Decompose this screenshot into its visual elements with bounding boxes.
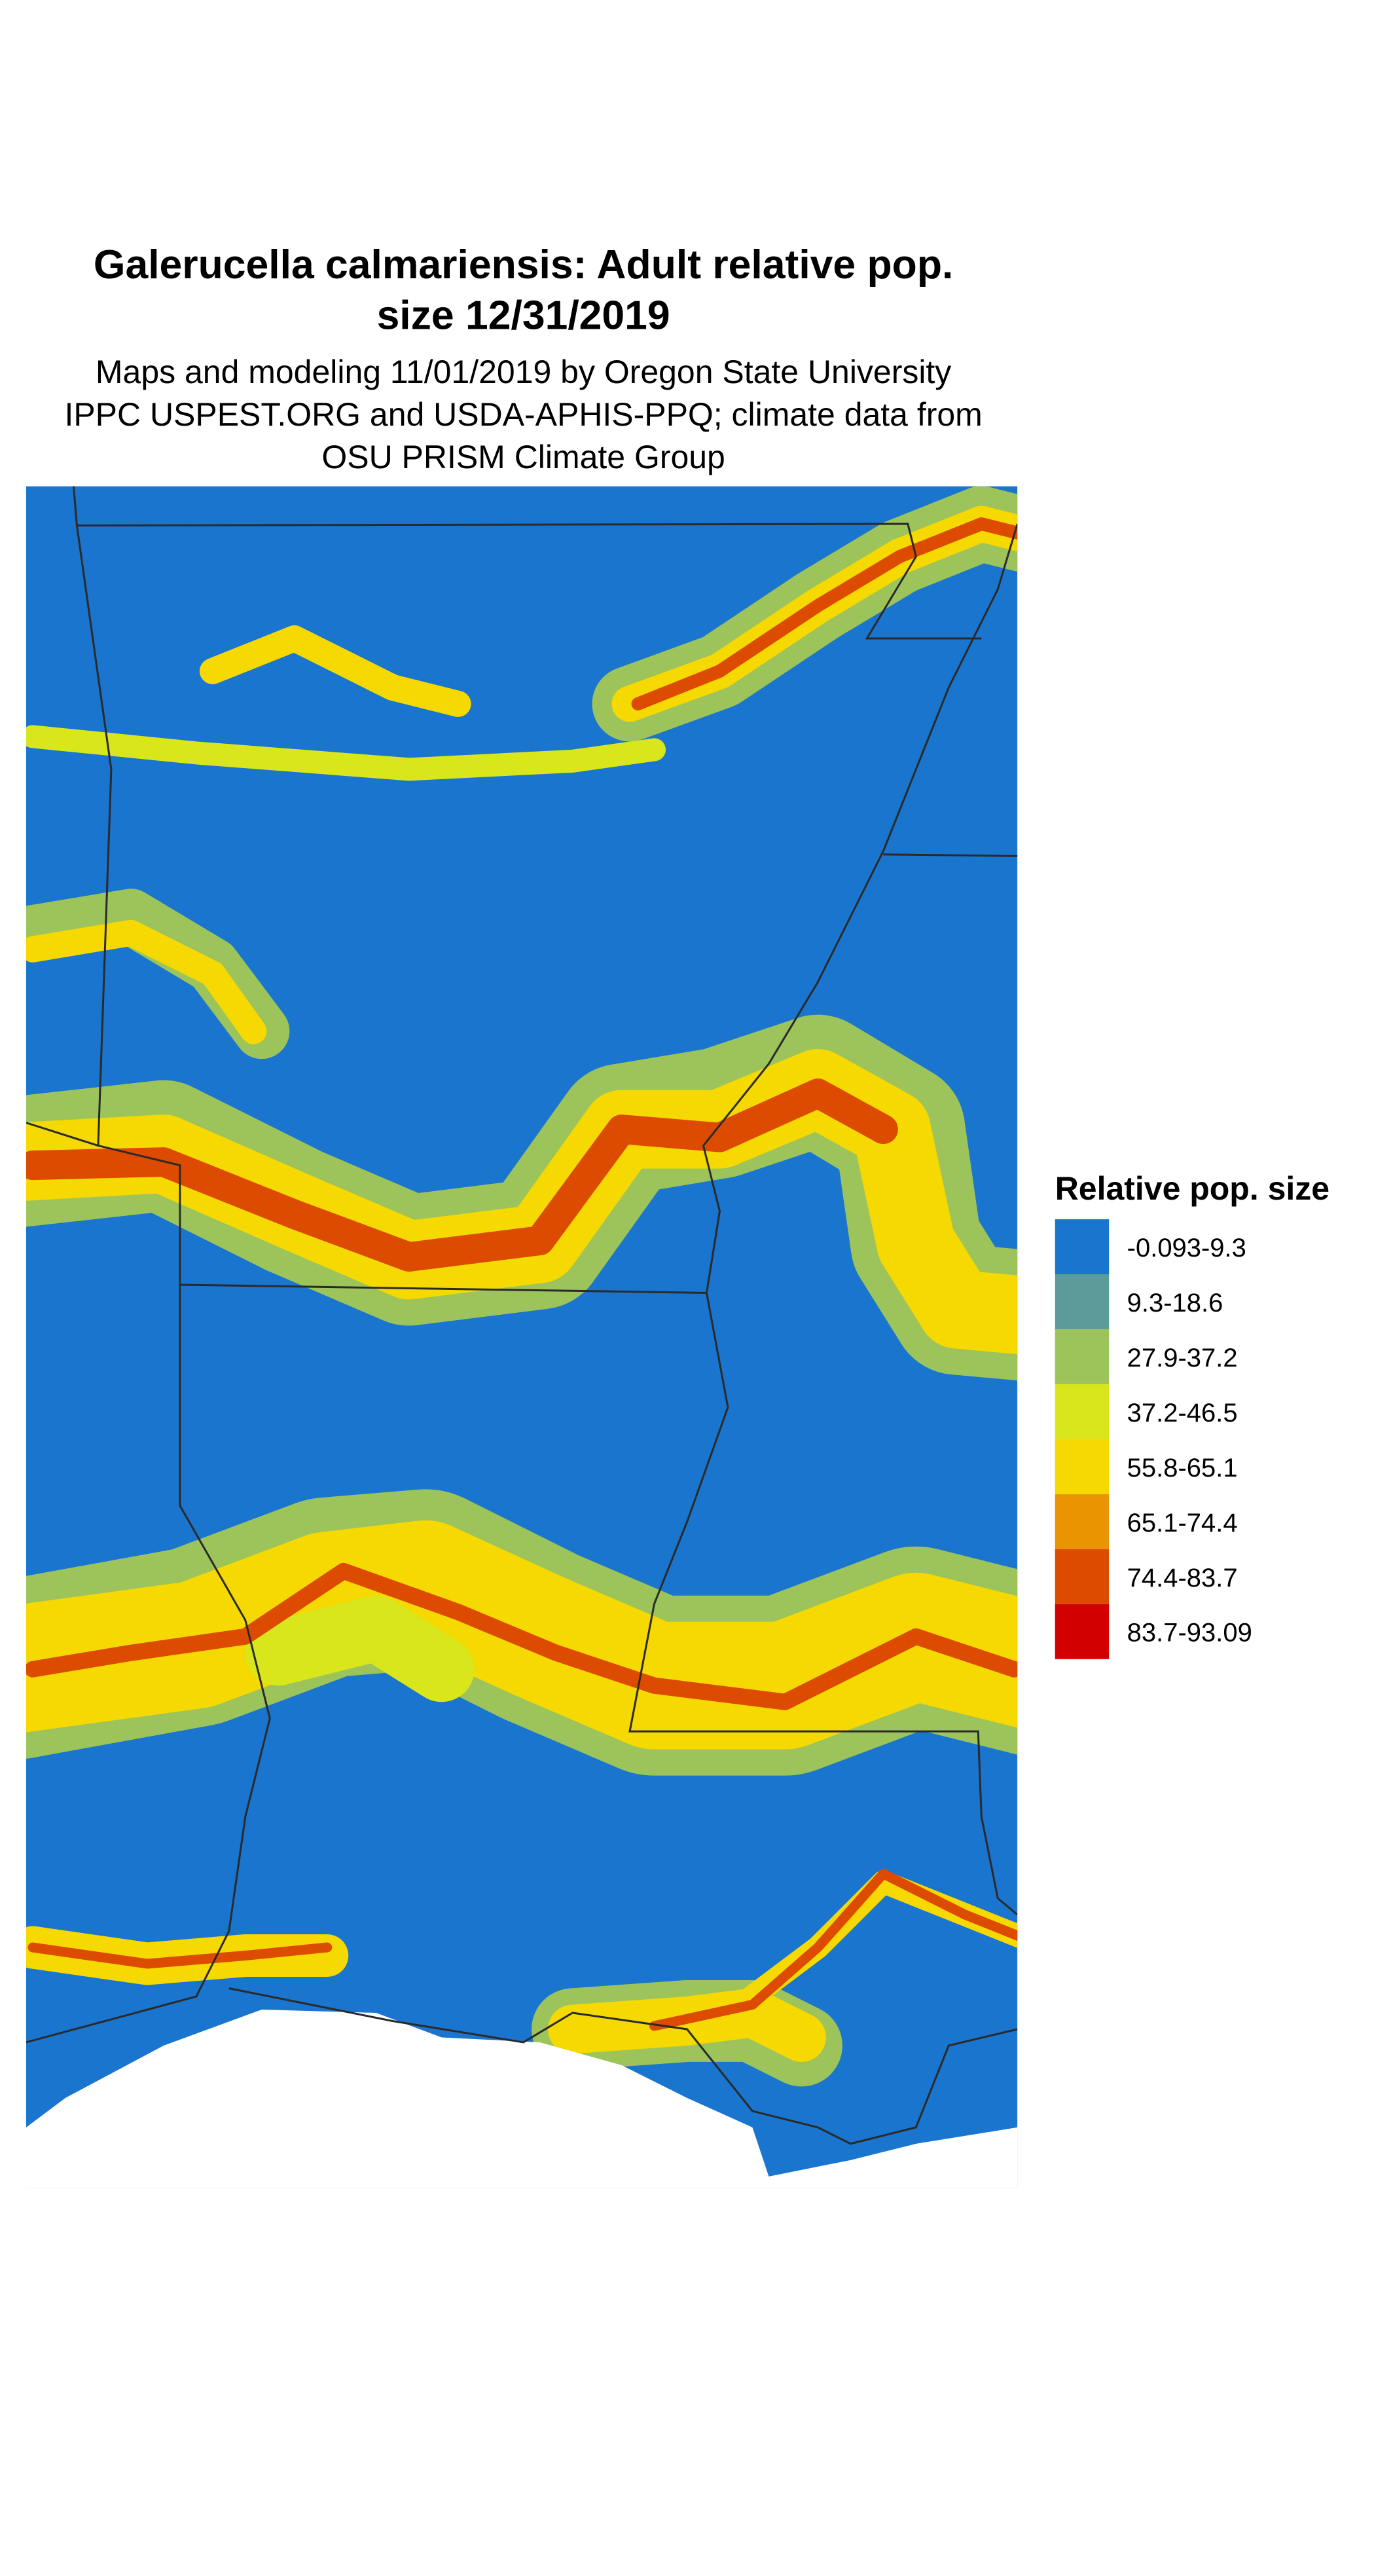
coast-void: [26, 2009, 1018, 2188]
legend-label: 55.8-65.1: [1127, 1454, 1238, 1482]
band: [26, 919, 267, 1044]
subtitle-line: Maps and modeling 11/01/2019 by Oregon S…: [96, 354, 951, 390]
legend-label: 37.2-46.5: [1127, 1399, 1238, 1427]
title-line: Galerucella calmariensis: Adult relative…: [94, 242, 954, 287]
title-line: size 12/31/2019: [377, 293, 670, 339]
legend-swatch: [1055, 1549, 1110, 1604]
border: [72, 486, 982, 640]
legend-swatch: [1055, 1439, 1110, 1494]
band: [26, 1078, 898, 1272]
legend-swatch: [1055, 1219, 1110, 1275]
legend-label: 27.9-37.2: [1127, 1344, 1238, 1372]
border: [228, 1987, 1018, 2145]
legend-swatch: [1055, 1329, 1110, 1384]
band: [245, 1595, 475, 1702]
subtitle-line: IPPC USPEST.ORG and USDA-APHIS-PPQ; clim…: [64, 396, 982, 433]
legend-label: 9.3-18.6: [1127, 1289, 1223, 1317]
border: [883, 853, 1018, 857]
band: [649, 1869, 1018, 2031]
band: [199, 625, 471, 717]
titles: Galerucella calmariensis: Adult relative…: [64, 242, 982, 475]
legend-title: Relative pop. size: [1055, 1170, 1329, 1207]
suitability-bands: [26, 486, 1018, 2087]
map: [26, 486, 1018, 2188]
border: [26, 1285, 271, 2044]
band: [26, 725, 666, 781]
legend-swatch: [1055, 1494, 1110, 1549]
subtitle-line: OSU PRISM Climate Group: [321, 439, 725, 475]
legend: Relative pop. size -0.093-9.3 9.3-18.6 27.…: [1055, 1170, 1329, 1659]
border: [628, 1293, 1018, 1916]
legend-swatch: [1055, 1274, 1110, 1329]
border: [26, 525, 113, 1147]
state-borders: [26, 486, 1018, 2145]
legend-label: 83.7-93.09: [1127, 1619, 1252, 1647]
band: [27, 1942, 333, 1969]
band: [548, 1988, 826, 2062]
band: [26, 1562, 1018, 1710]
legend-swatch: [1055, 1604, 1110, 1659]
legend-label: 65.1-74.4: [1127, 1509, 1238, 1537]
band: [631, 517, 1018, 710]
legend-swatch: [1055, 1384, 1110, 1439]
legend-label: -0.093-9.3: [1127, 1234, 1246, 1262]
legend-label: 74.4-83.7: [1127, 1564, 1238, 1592]
